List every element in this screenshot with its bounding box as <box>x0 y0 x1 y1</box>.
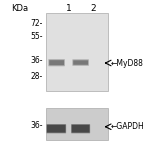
Text: 28-: 28- <box>30 72 43 81</box>
FancyBboxPatch shape <box>71 124 90 133</box>
FancyBboxPatch shape <box>72 125 90 133</box>
Text: KDa: KDa <box>11 4 28 13</box>
Text: 1: 1 <box>66 4 72 13</box>
FancyBboxPatch shape <box>73 60 88 65</box>
FancyBboxPatch shape <box>47 125 66 133</box>
Text: 55-: 55- <box>30 32 43 41</box>
FancyBboxPatch shape <box>49 60 64 65</box>
Bar <box>46 108 108 140</box>
Text: 72-: 72- <box>30 19 43 28</box>
FancyBboxPatch shape <box>72 59 89 66</box>
Text: 36-: 36- <box>30 121 43 130</box>
FancyBboxPatch shape <box>48 59 65 66</box>
FancyBboxPatch shape <box>46 124 66 133</box>
Text: 36-: 36- <box>30 56 43 65</box>
Bar <box>46 13 108 91</box>
Text: 2: 2 <box>90 4 96 13</box>
Text: ←GAPDH: ←GAPDH <box>111 122 144 131</box>
Text: ←MyD88: ←MyD88 <box>111 58 144 68</box>
